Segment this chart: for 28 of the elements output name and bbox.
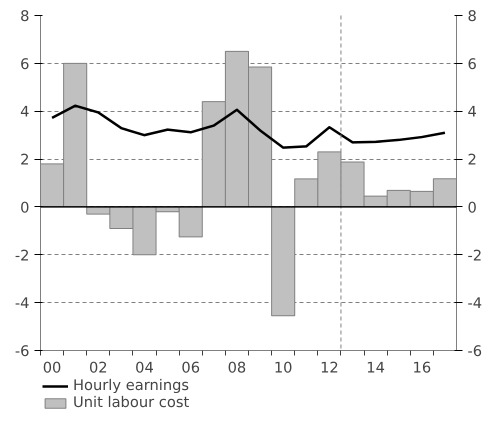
x-tick-label: 04 (135, 360, 154, 376)
y2-tick-label: 8 (468, 8, 477, 25)
y2-tick-label: -2 (468, 247, 482, 264)
legend-label: Hourly earnings (73, 377, 190, 394)
x-tick-label: 08 (228, 360, 246, 376)
y-tick-label: -4 (14, 295, 30, 312)
y-tick-label: 8 (20, 8, 30, 25)
y2-tick-label: 2 (468, 152, 477, 169)
y-tick-label: 0 (20, 199, 30, 216)
y-tick-label: -2 (14, 247, 30, 264)
y2-tick-label: 6 (468, 56, 477, 73)
x-tick-label: 00 (42, 360, 62, 376)
y2-tick-label: -4 (468, 295, 482, 312)
y-tick-label: 4 (20, 104, 30, 121)
y-tick-label: -6 (14, 343, 30, 360)
y2-tick-label: -6 (468, 343, 482, 360)
y-tick-label: 2 (20, 152, 30, 169)
x-tick-label: 02 (88, 360, 108, 376)
legend-label: Unit labour cost (73, 394, 190, 411)
x-tick-label: 14 (366, 360, 385, 376)
y2-tick-label: 0 (468, 199, 477, 216)
x-tick-label: 10 (274, 360, 292, 376)
y2-tick-label: 4 (468, 104, 477, 121)
x-tick-label: 12 (320, 360, 339, 376)
x-tick-label: 16 (412, 360, 432, 376)
line-series (50, 104, 446, 149)
y-tick-label: 6 (20, 56, 30, 73)
x-tick-label: 06 (181, 360, 200, 376)
